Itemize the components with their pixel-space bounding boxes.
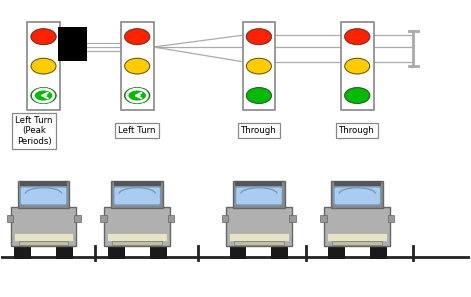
- FancyBboxPatch shape: [112, 241, 162, 245]
- FancyBboxPatch shape: [20, 181, 67, 186]
- FancyBboxPatch shape: [289, 215, 296, 222]
- FancyBboxPatch shape: [74, 215, 81, 222]
- FancyBboxPatch shape: [107, 233, 167, 241]
- FancyBboxPatch shape: [271, 245, 288, 259]
- Circle shape: [345, 88, 370, 103]
- FancyBboxPatch shape: [328, 245, 345, 259]
- FancyBboxPatch shape: [222, 215, 228, 222]
- FancyBboxPatch shape: [334, 181, 381, 186]
- Circle shape: [31, 29, 56, 45]
- Circle shape: [345, 29, 370, 45]
- Circle shape: [31, 88, 56, 103]
- FancyBboxPatch shape: [236, 181, 282, 186]
- FancyBboxPatch shape: [229, 245, 246, 259]
- FancyBboxPatch shape: [226, 207, 292, 246]
- FancyBboxPatch shape: [18, 181, 69, 208]
- FancyBboxPatch shape: [388, 215, 394, 222]
- FancyBboxPatch shape: [150, 245, 167, 259]
- FancyBboxPatch shape: [20, 187, 67, 205]
- FancyBboxPatch shape: [56, 245, 73, 259]
- FancyBboxPatch shape: [27, 22, 60, 110]
- FancyBboxPatch shape: [108, 245, 125, 259]
- FancyBboxPatch shape: [341, 22, 374, 110]
- FancyBboxPatch shape: [370, 245, 387, 259]
- Text: Through: Through: [241, 126, 277, 135]
- Circle shape: [125, 58, 150, 74]
- FancyBboxPatch shape: [334, 187, 381, 205]
- FancyBboxPatch shape: [112, 181, 163, 208]
- Circle shape: [31, 58, 56, 74]
- FancyBboxPatch shape: [14, 233, 73, 241]
- FancyBboxPatch shape: [236, 187, 282, 205]
- FancyBboxPatch shape: [11, 207, 76, 246]
- FancyBboxPatch shape: [114, 187, 161, 205]
- FancyBboxPatch shape: [14, 245, 31, 259]
- FancyBboxPatch shape: [105, 207, 170, 246]
- FancyBboxPatch shape: [114, 181, 161, 186]
- FancyBboxPatch shape: [327, 233, 387, 241]
- FancyBboxPatch shape: [7, 215, 13, 222]
- Circle shape: [246, 88, 271, 103]
- FancyBboxPatch shape: [320, 215, 327, 222]
- FancyBboxPatch shape: [100, 215, 107, 222]
- FancyBboxPatch shape: [19, 241, 68, 245]
- FancyBboxPatch shape: [325, 207, 390, 246]
- Text: Left Turn
(Peak
Periods): Left Turn (Peak Periods): [16, 116, 53, 146]
- Text: Left Turn: Left Turn: [118, 126, 156, 135]
- FancyBboxPatch shape: [168, 215, 174, 222]
- FancyBboxPatch shape: [333, 241, 382, 245]
- FancyBboxPatch shape: [332, 181, 383, 208]
- FancyBboxPatch shape: [233, 181, 284, 208]
- Text: Through: Through: [340, 126, 375, 135]
- FancyBboxPatch shape: [243, 22, 275, 110]
- FancyBboxPatch shape: [121, 22, 154, 110]
- FancyBboxPatch shape: [234, 241, 284, 245]
- Circle shape: [246, 58, 271, 74]
- FancyBboxPatch shape: [57, 27, 87, 61]
- FancyBboxPatch shape: [229, 233, 289, 241]
- Circle shape: [345, 58, 370, 74]
- Circle shape: [125, 88, 150, 103]
- Circle shape: [125, 29, 150, 45]
- Circle shape: [246, 29, 271, 45]
